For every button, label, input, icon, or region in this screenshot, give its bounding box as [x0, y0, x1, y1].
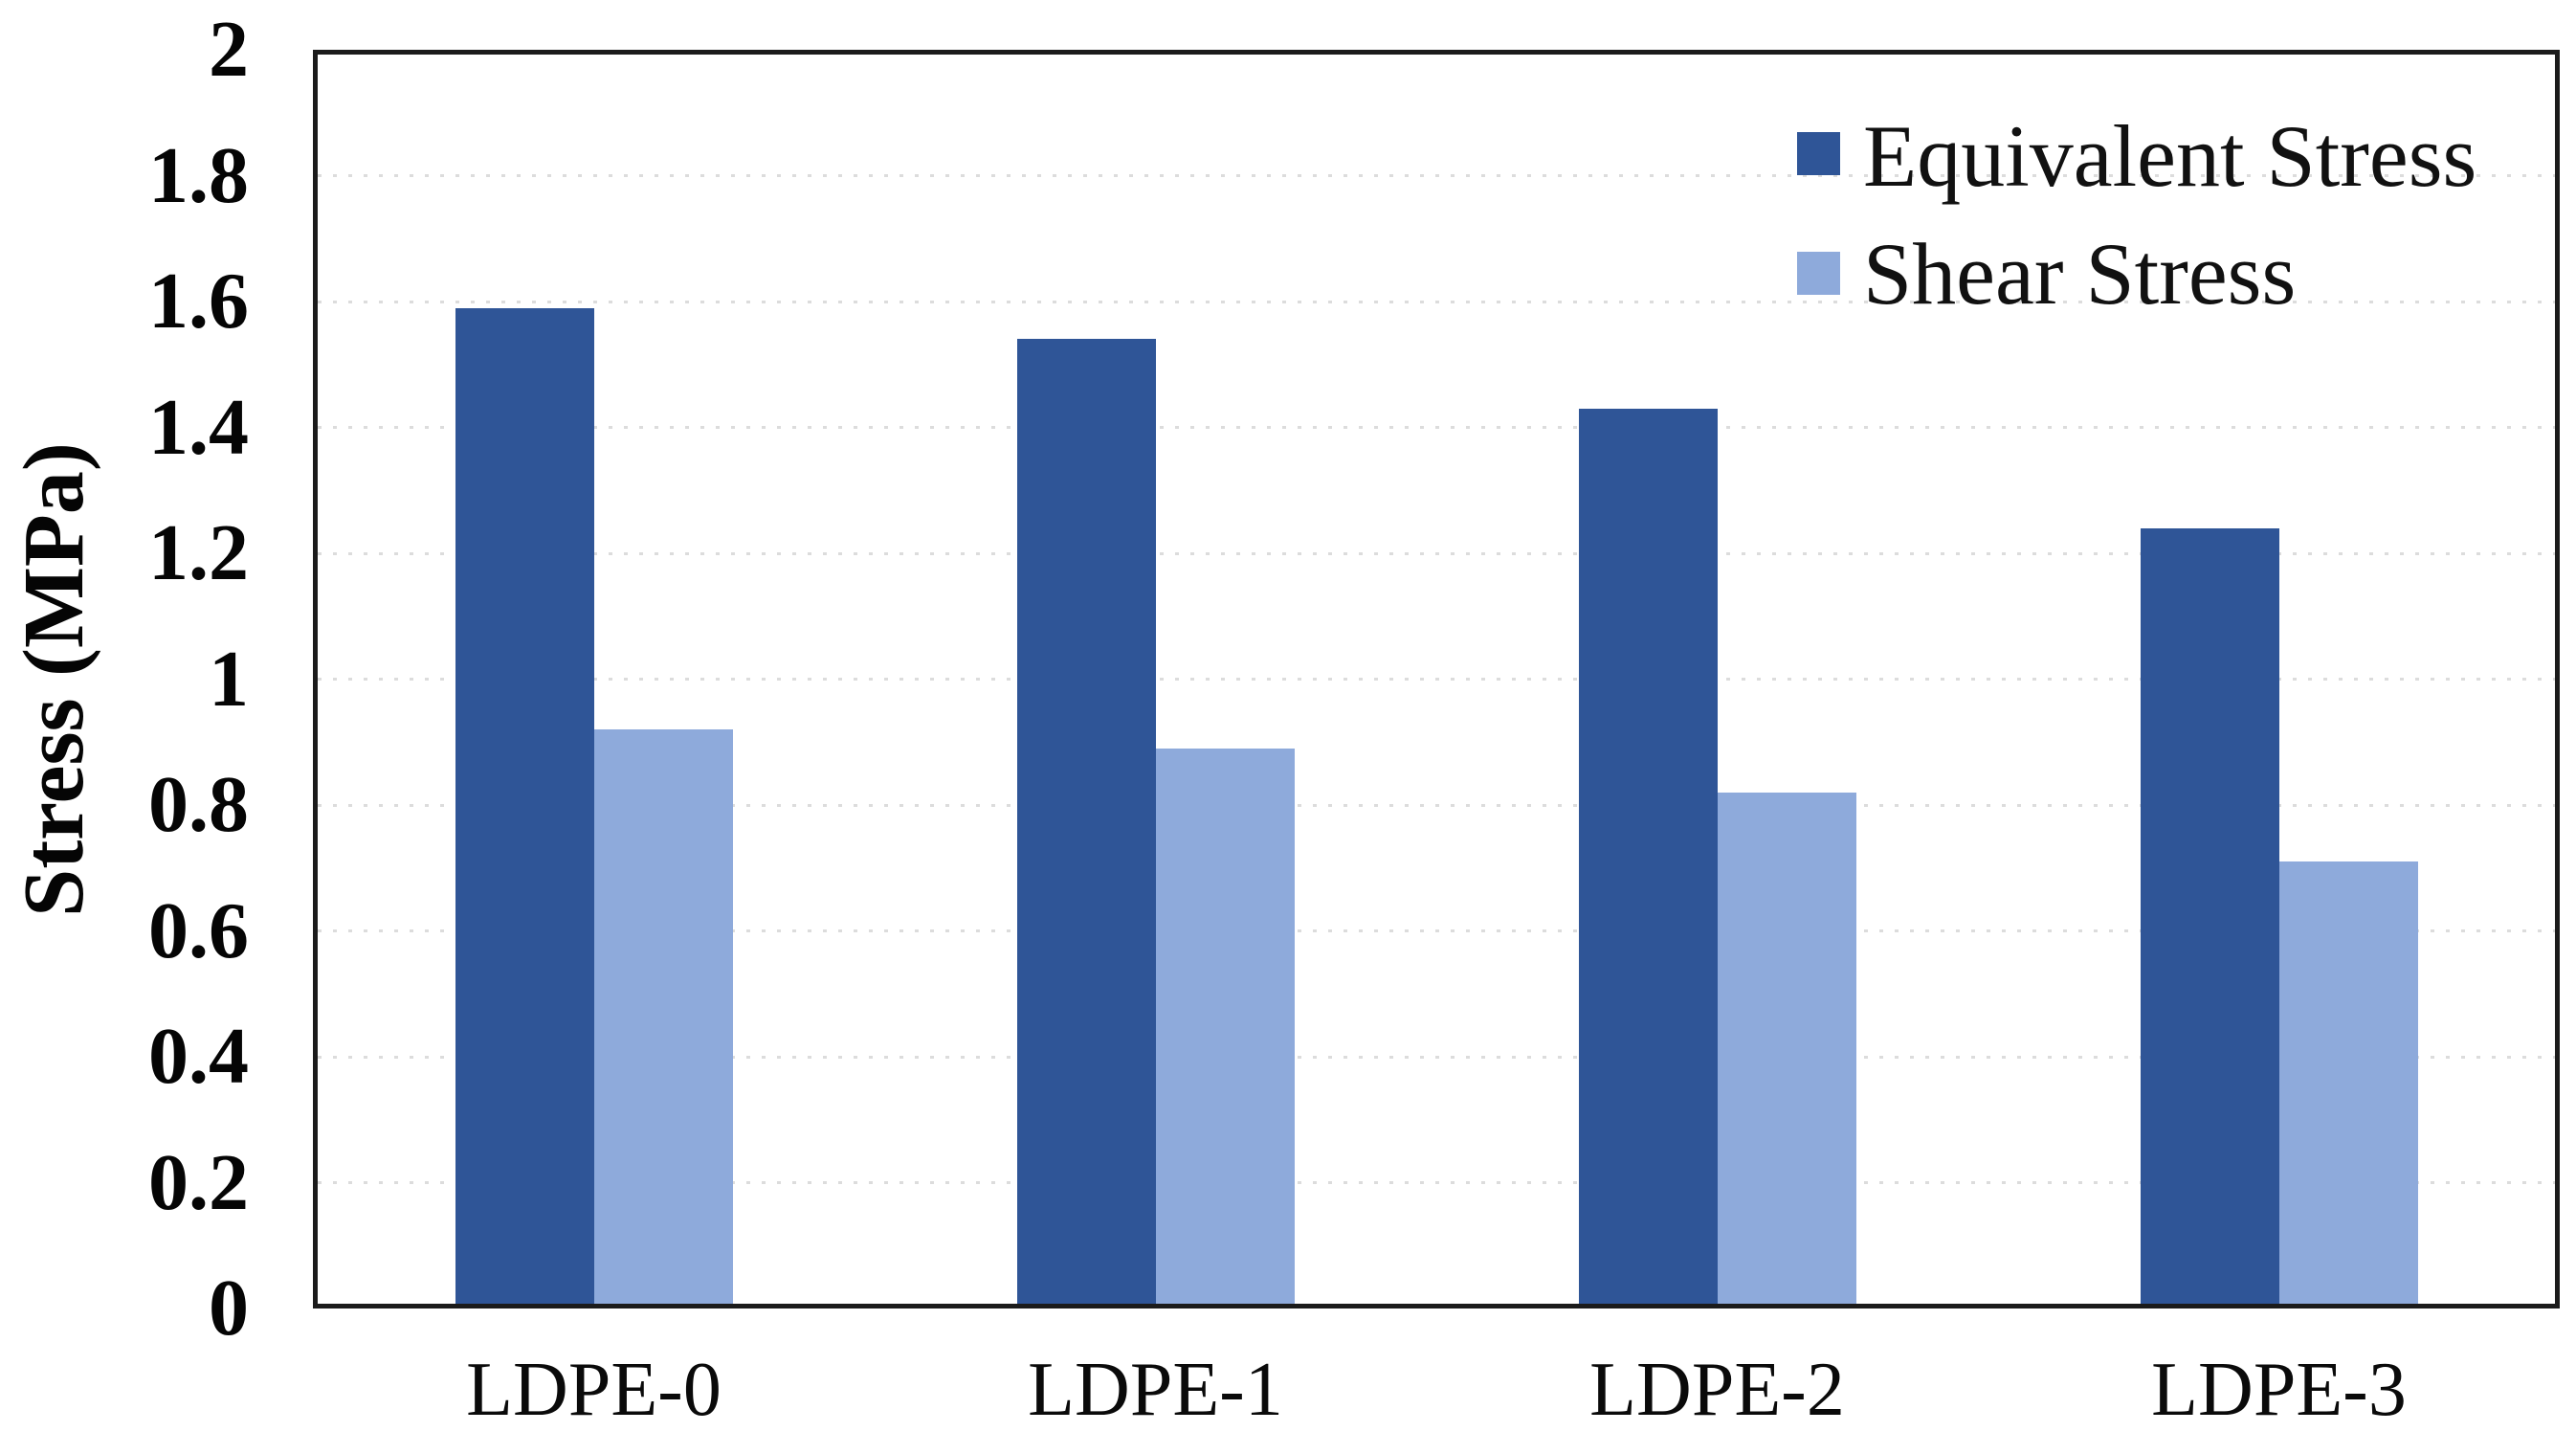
gridline-1.2 [318, 551, 2555, 555]
y-tick-label: 0 [209, 1264, 249, 1353]
bar-shear-stress-ldpe-0 [593, 729, 733, 1309]
gridline-0.2 [318, 1181, 2555, 1184]
y-tick-label: 1.8 [148, 130, 249, 220]
y-tick-label: 1.4 [148, 382, 249, 472]
x-tick-label: LDPE-2 [1589, 1348, 1845, 1432]
y-tick-label: 1 [209, 634, 249, 724]
bar-equivalent-stress-ldpe-2 [1578, 408, 1718, 1309]
bar-shear-stress-ldpe-2 [1717, 792, 1856, 1309]
legend-marker-equivalent-stress [1797, 132, 1840, 175]
x-tick-label: LDPE-1 [1028, 1348, 1283, 1432]
y-tick-label: 2 [209, 5, 249, 94]
gridline-1.6 [318, 300, 2555, 303]
x-tick-label: LDPE-3 [2151, 1348, 2407, 1432]
y-tick-label: 1.6 [148, 257, 249, 346]
legend-label-equivalent-stress: Equivalent Stress [1863, 107, 2477, 206]
y-tick-label: 0.6 [148, 885, 249, 975]
gridline-0.6 [318, 929, 2555, 932]
gridline-1 [318, 678, 2555, 681]
bar-equivalent-stress-ldpe-1 [1016, 339, 1156, 1309]
y-tick-label: 0.4 [148, 1012, 249, 1101]
bar-shear-stress-ldpe-3 [2278, 861, 2418, 1309]
y-tick-label: 0.2 [148, 1137, 249, 1227]
x-tick-label: LDPE-0 [466, 1348, 722, 1432]
bar-equivalent-stress-ldpe-0 [455, 307, 594, 1309]
y-tick-label: 1.2 [148, 508, 249, 597]
bar-shear-stress-ldpe-1 [1155, 748, 1295, 1309]
legend-marker-shear-stress [1797, 252, 1840, 295]
bar-equivalent-stress-ldpe-3 [2140, 527, 2279, 1309]
gridline-1.4 [318, 426, 2555, 429]
y-tick-label: 0.8 [148, 760, 249, 849]
y-axis-title: Stress (MPa) [7, 442, 101, 917]
legend-label-shear-stress: Shear Stress [1863, 225, 2297, 324]
gridline-0.8 [318, 803, 2555, 807]
gridline-0.4 [318, 1055, 2555, 1059]
gridline-1.8 [318, 174, 2555, 177]
